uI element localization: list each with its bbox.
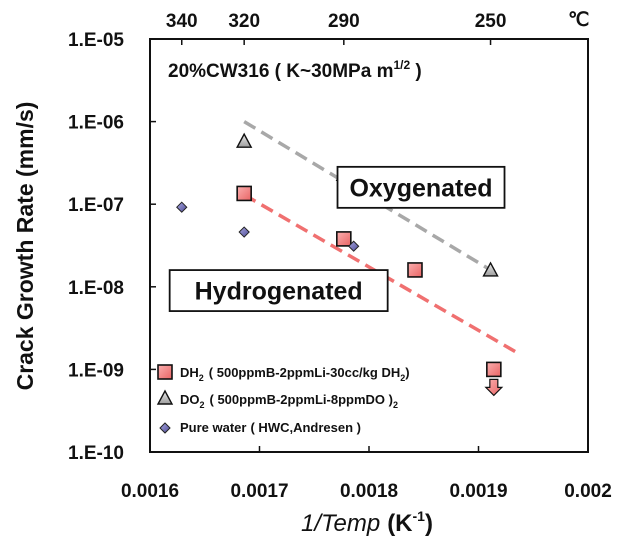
y-tick-label: 1.E-06 bbox=[68, 113, 124, 134]
top-tick-label: 290 bbox=[328, 11, 360, 32]
x-tick-label: 0.0019 bbox=[449, 481, 507, 502]
x-tick-label: 0.0017 bbox=[230, 481, 288, 502]
data-point-do2 bbox=[235, 132, 253, 148]
x-tick-label: 0.002 bbox=[564, 481, 612, 502]
data-point-dh2 bbox=[336, 231, 352, 247]
legend-label-pure-water: Pure water( HWC,Andresen ) bbox=[180, 420, 361, 435]
legend-item-pure-water: Pure water( HWC,Andresen ) bbox=[159, 420, 361, 435]
legend: DH2( 500ppmB-2ppmLi-30cc/kg DH2) DO2( 50… bbox=[156, 364, 410, 435]
data-point-dh2 bbox=[236, 185, 252, 202]
legend-square-marker bbox=[157, 364, 173, 380]
top-tick-label: 320 bbox=[228, 11, 260, 32]
oxygenated-annotation: Oxygenated bbox=[336, 165, 506, 209]
oxygenated-label: Oxygenated bbox=[349, 174, 492, 202]
legend-label-do2: DO2( 500ppmB-2ppmLi-8ppmDO )2 bbox=[180, 392, 398, 410]
y-tick-label: 1.E-08 bbox=[68, 278, 124, 299]
data-point-pure-water bbox=[347, 240, 360, 252]
top-axis-unit: ℃ bbox=[568, 10, 589, 31]
legend-diamond-marker bbox=[159, 422, 171, 434]
y-tick-label: 1.E-09 bbox=[68, 360, 124, 381]
y-tick-label: 1.E-05 bbox=[68, 30, 124, 51]
hydrogenated-label: Hydrogenated bbox=[195, 278, 363, 306]
hydrogenated-trend bbox=[243, 193, 518, 355]
data-point-pure-water bbox=[176, 201, 188, 213]
hydrogenated-annotation: Hydrogenated bbox=[168, 269, 389, 312]
legend-label-dh2: DH2( 500ppmB-2ppmLi-30cc/kg DH2) bbox=[180, 365, 410, 383]
legend-item-dh2: DH2( 500ppmB-2ppmLi-30cc/kg DH2) bbox=[157, 364, 410, 383]
plot-area bbox=[149, 38, 589, 453]
upper-limit-arrow bbox=[484, 378, 504, 397]
chart-title: 20%CW316 ( K~30MPa m1/2 ) bbox=[168, 58, 422, 82]
x-tick-label: 0.0018 bbox=[340, 481, 398, 502]
y-tick-label: 1.E-07 bbox=[68, 195, 124, 216]
legend-item-do2: DO2( 500ppmB-2ppmLi-8ppmDO )2 bbox=[156, 389, 398, 410]
y-axis-label: Crack Growth Rate (mm/s) bbox=[12, 102, 38, 391]
data-point-do2 bbox=[482, 261, 499, 277]
data-point-pure-water bbox=[238, 226, 250, 238]
top-tick-label: 340 bbox=[166, 11, 198, 32]
legend-triangle-marker bbox=[156, 389, 174, 405]
x-axis-label: 1/Temp (K-1) bbox=[301, 508, 433, 537]
data-point-dh2 bbox=[407, 262, 423, 278]
x-tick-label: 0.0016 bbox=[121, 481, 179, 502]
y-tick-label: 1.E-10 bbox=[68, 443, 124, 464]
top-tick-label: 250 bbox=[475, 11, 507, 32]
data-point-dh2 bbox=[486, 361, 502, 378]
